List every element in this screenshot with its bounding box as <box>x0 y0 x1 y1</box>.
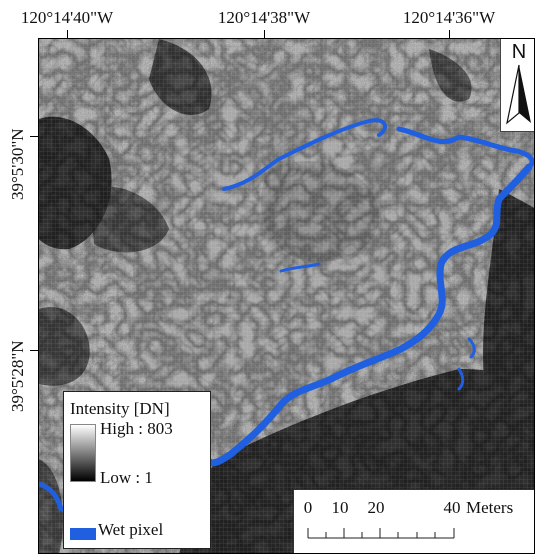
longitude-tick-label: 120°14'36"W <box>402 8 496 27</box>
legend: Intensity [DN] High : 803 Low : 1 Wet pi… <box>63 391 211 549</box>
wet-pixel-swatch <box>70 528 96 540</box>
wet-pixel-boundary <box>39 118 534 512</box>
scale-label: 20 <box>367 498 385 517</box>
legend-high-label: High : 803 <box>100 419 173 438</box>
longitude-tick-label: 120°14'40"W <box>20 8 114 27</box>
latitude-tick-mark <box>30 350 38 351</box>
legend-low-label: Low : 1 <box>100 468 153 487</box>
latitude-tick-mark <box>30 136 38 137</box>
north-label: N <box>511 41 527 63</box>
legend-title: Intensity [DN] <box>70 399 170 418</box>
intensity-raster[interactable] <box>39 39 535 554</box>
longitude-tick-mark <box>449 30 450 38</box>
north-arrow-icon <box>506 64 531 125</box>
longitude-tick-label: 120°14'38"W <box>217 8 311 27</box>
legend-wet-label: Wet pixel <box>98 520 164 539</box>
scale-label: 10 <box>331 498 349 517</box>
latitude-tick-label: 39°5'30"N <box>8 128 27 200</box>
scale-ruler <box>307 528 455 539</box>
longitude-tick-mark <box>67 30 68 38</box>
intensity-color-ramp <box>70 424 96 482</box>
scale-unit: Meters <box>466 498 514 517</box>
map-frame[interactable]: N Intensity [DN] High : 803 Low : 1 Wet … <box>38 38 535 554</box>
scale-label: 0 <box>303 498 313 517</box>
scale-label: 40 <box>443 498 461 517</box>
scale-bar: 0 10 20 40 Meters <box>293 489 534 553</box>
latitude-tick-label: 39°5'28"N <box>8 340 27 412</box>
longitude-tick-mark <box>264 30 265 38</box>
north-arrow: N <box>500 39 534 132</box>
